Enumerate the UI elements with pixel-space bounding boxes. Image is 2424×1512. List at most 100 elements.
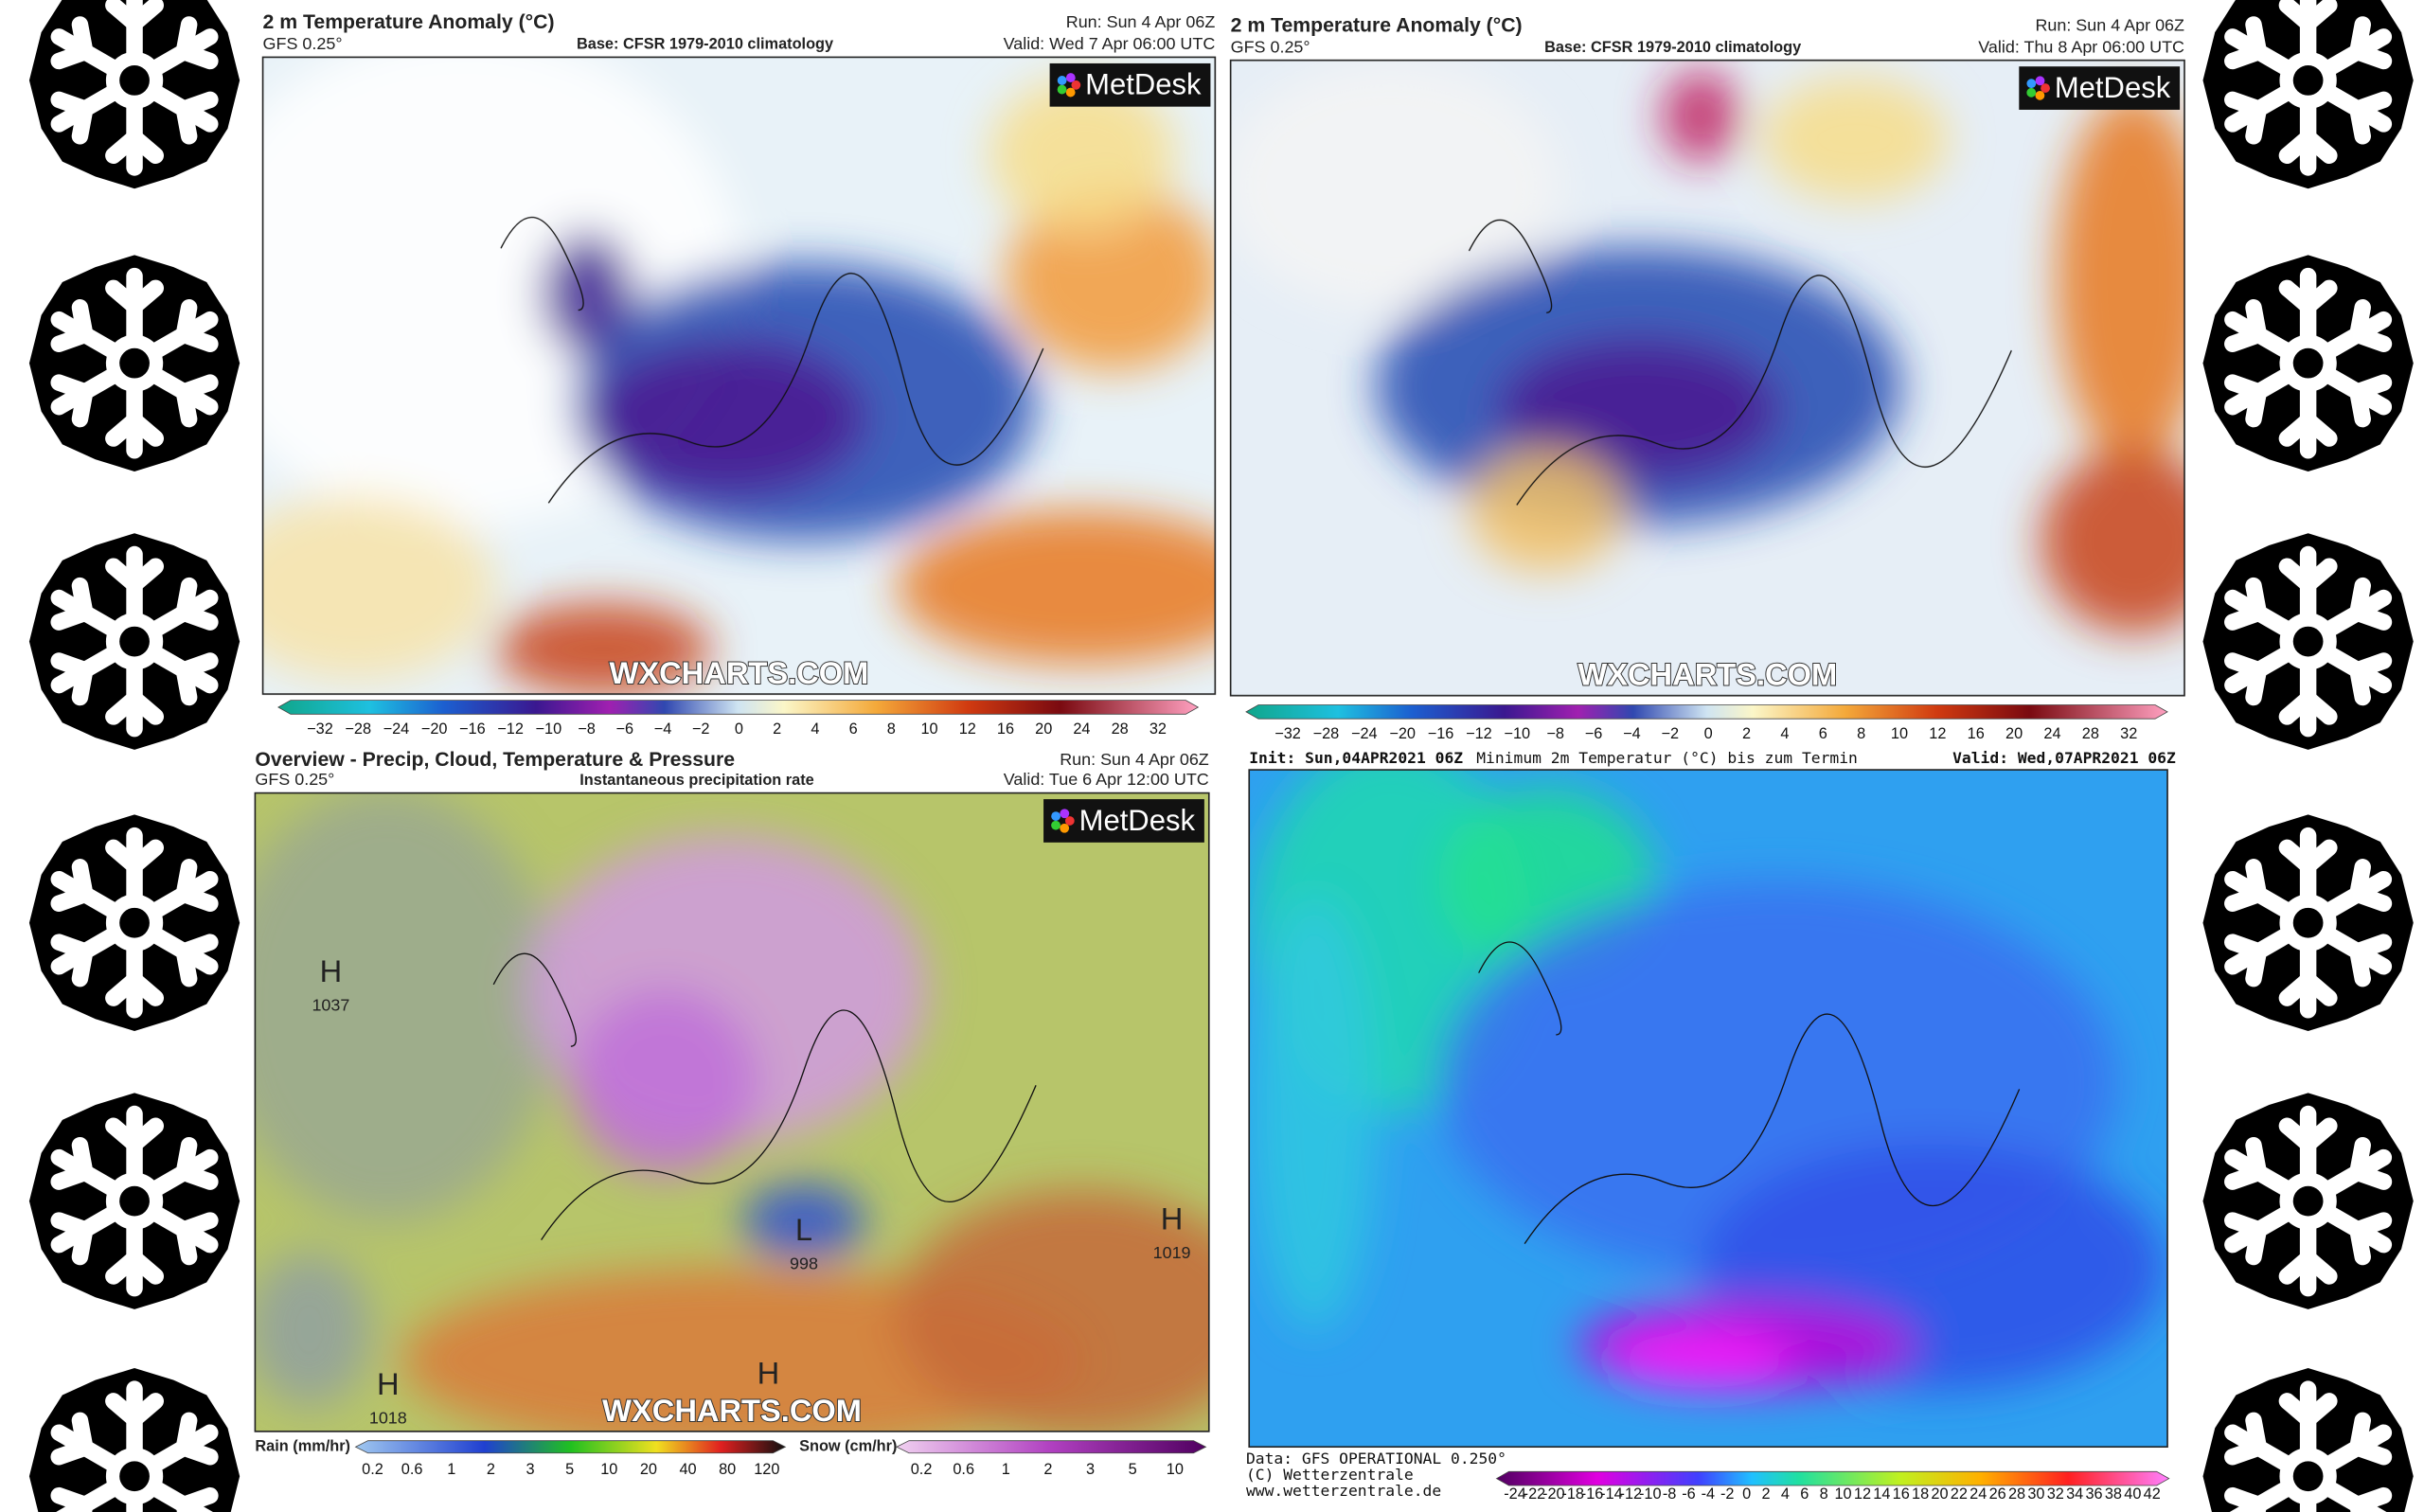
colorbar-label: 4 bbox=[1780, 725, 1789, 742]
colorbar-label: −20 bbox=[1389, 725, 1416, 742]
logo-text: MetDesk bbox=[1085, 68, 1202, 101]
map-frame bbox=[1248, 769, 2168, 1449]
panel-title: 2 m Temperature Anomaly (°C) bbox=[1231, 14, 1523, 36]
colorbar-label: 36 bbox=[2085, 1485, 2102, 1503]
colorbar-label: 0.6 bbox=[401, 1461, 423, 1478]
logo-dot bbox=[1051, 820, 1060, 830]
colorbar-label: −8 bbox=[578, 720, 596, 738]
colorbar-label: 38 bbox=[2105, 1485, 2122, 1503]
logo-dot bbox=[2026, 87, 2037, 98]
colorbar-label: −12 bbox=[497, 720, 524, 738]
valid-label: Valid: Tue 6 Apr 12:00 UTC bbox=[1004, 770, 1209, 789]
map-region bbox=[989, 77, 1175, 232]
colorbar-label: -2 bbox=[1720, 1485, 1735, 1503]
coastline bbox=[1468, 219, 2012, 506]
colorbar-label: 8 bbox=[1857, 725, 1865, 742]
coastline bbox=[500, 217, 1044, 504]
colorbar-label: 32 bbox=[1150, 720, 1167, 738]
colorbar-label: 26 bbox=[1989, 1485, 2006, 1503]
logo-dot bbox=[1064, 816, 1075, 826]
colorbar-label: 2 bbox=[487, 1461, 495, 1478]
colorbar-label: 20 bbox=[1035, 720, 1052, 738]
colorbar-label: −4 bbox=[1623, 725, 1641, 742]
colorbar-label: −2 bbox=[692, 720, 710, 738]
map-region bbox=[1662, 69, 1739, 163]
run-label: Run: Sun 4 Apr 06Z bbox=[1066, 12, 1216, 31]
colorbar bbox=[1495, 1470, 2170, 1486]
subtitle: Instantaneous precipitation rate bbox=[579, 772, 813, 789]
colorbar-label: 40 bbox=[2124, 1485, 2141, 1503]
model-label: GFS 0.25° bbox=[255, 770, 334, 789]
map-frame bbox=[1229, 59, 2185, 697]
colorbar-label: 0 bbox=[735, 720, 743, 738]
map-region bbox=[1762, 77, 1949, 202]
colorbar-label: −4 bbox=[654, 720, 672, 738]
layout: 2 m Temperature Anomaly (°C) GFS 0.25° Bas… bbox=[29, 0, 2414, 1512]
pressure-letter: H bbox=[320, 953, 343, 988]
colorbar-label: 18 bbox=[1912, 1485, 1929, 1503]
pressure-letter: L bbox=[795, 1212, 812, 1247]
pressure-letter: H bbox=[758, 1356, 780, 1391]
colorbar-label: 14 bbox=[1873, 1485, 1890, 1503]
logo-dot bbox=[1060, 823, 1070, 833]
colorbar-label: 0.6 bbox=[953, 1461, 974, 1478]
colorbar-label: 5 bbox=[1129, 1461, 1137, 1478]
colorbar-label: -24 bbox=[1504, 1485, 1526, 1503]
map-frame bbox=[261, 56, 1217, 695]
colorbar-label: 28 bbox=[1112, 720, 1129, 738]
colorbar-label: 12 bbox=[959, 720, 976, 738]
logo-dot bbox=[2035, 90, 2045, 100]
colorbar-label: −20 bbox=[421, 720, 448, 738]
valid-label: Valid: Wed,07APR2021 06Z bbox=[1952, 749, 2176, 767]
colorbar-label: −16 bbox=[459, 720, 486, 738]
map-region bbox=[897, 509, 1216, 666]
logo-text: MetDesk bbox=[2055, 71, 2171, 104]
snowflake-icon bbox=[2203, 814, 2414, 1031]
map-field bbox=[1230, 62, 2185, 634]
colorbar-label: 1 bbox=[1002, 1461, 1010, 1478]
logo-dot bbox=[1057, 84, 1067, 95]
map bbox=[1230, 60, 2185, 696]
colorbar-label: 0.2 bbox=[911, 1461, 933, 1478]
colorbar-label: 5 bbox=[565, 1461, 574, 1478]
colorbar-label: 42 bbox=[2144, 1485, 2161, 1503]
map-region bbox=[1608, 1332, 1793, 1389]
map-region bbox=[494, 602, 712, 695]
map-region bbox=[255, 792, 557, 1221]
colorbar-label: 30 bbox=[2027, 1485, 2044, 1503]
colorbar-label: 0 bbox=[1704, 725, 1713, 742]
colorbar-label: 6 bbox=[1819, 725, 1827, 742]
map-region bbox=[572, 988, 758, 1175]
colorbar-label: 2 bbox=[1043, 1461, 1052, 1478]
colorbar-label: -4 bbox=[1702, 1485, 1716, 1503]
colorbar-label: 34 bbox=[2066, 1485, 2083, 1503]
map-region bbox=[262, 494, 495, 681]
colorbar-label: 16 bbox=[1893, 1485, 1910, 1503]
panel-title: 2 m Temperature Anomaly (°C) bbox=[263, 11, 555, 33]
pressure-value: 1037 bbox=[312, 996, 349, 1015]
colorbar-label: 4 bbox=[811, 720, 819, 738]
colorbar-label: -12 bbox=[1620, 1485, 1643, 1503]
colorbar bbox=[1245, 704, 2168, 720]
watermark: WXCHARTS.COM bbox=[610, 655, 869, 690]
map-region bbox=[1469, 448, 1624, 573]
base-label: Base: CFSR 1979-2010 climatology bbox=[1544, 39, 1801, 56]
run-label: Run: Sun 4 Apr 06Z bbox=[1060, 750, 1209, 769]
colorbar bbox=[354, 1440, 787, 1454]
colorbar-label: 20 bbox=[2005, 725, 2023, 742]
colorbar bbox=[896, 1440, 1207, 1454]
snowflake-icon bbox=[2203, 1093, 2414, 1309]
colorbar-label: 80 bbox=[719, 1461, 736, 1478]
colorbar bbox=[277, 700, 1200, 715]
pressure-value: 1018 bbox=[369, 1409, 407, 1428]
map bbox=[262, 57, 1216, 695]
colorbar-label: 40 bbox=[679, 1461, 696, 1478]
panel-title: Overview - Precip, Cloud, Temperature & … bbox=[255, 749, 735, 771]
pressure-value: 1019 bbox=[1153, 1243, 1191, 1262]
panel-title: Minimum 2m Temperatur (°C) bis zum Termi… bbox=[1476, 749, 1858, 767]
map-region bbox=[1005, 185, 1216, 371]
colorbar-label: 12 bbox=[1854, 1485, 1871, 1503]
colorbar-label: -20 bbox=[1542, 1485, 1565, 1503]
colorbar-label: 28 bbox=[2008, 1485, 2025, 1503]
